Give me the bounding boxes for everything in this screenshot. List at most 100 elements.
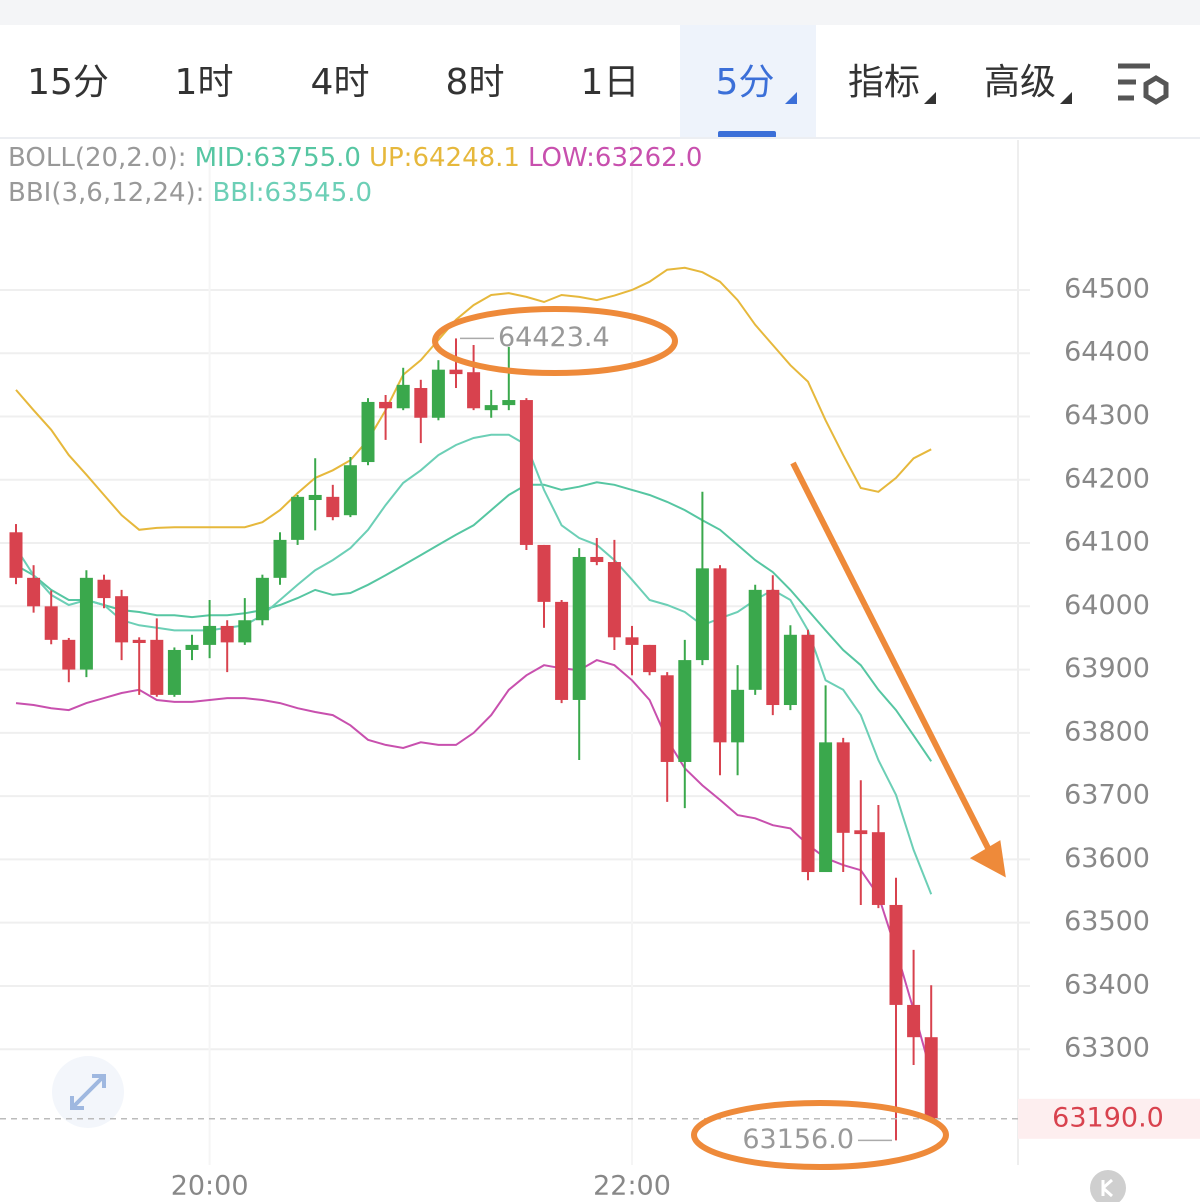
expand-glyph	[70, 1074, 106, 1110]
tab[interactable]: 1时	[175, 62, 234, 103]
candle-body	[625, 637, 639, 645]
candle-body	[343, 465, 357, 516]
candle-body	[9, 532, 23, 578]
y-tick-label: 63600	[1064, 843, 1150, 874]
candle-body	[396, 384, 410, 409]
candle-body	[695, 568, 709, 661]
candle-body	[167, 649, 181, 695]
candle-body	[220, 625, 234, 643]
dropdown-caret	[785, 92, 797, 104]
x-tick-label: 22:00	[593, 1171, 671, 1202]
candle-body	[203, 625, 217, 645]
candle-body	[871, 832, 885, 905]
candle-body	[115, 596, 129, 643]
active-tab-bg	[680, 25, 816, 138]
candle-body	[361, 401, 375, 463]
indicator-legend: BOLL(20,2.0): MID:63755.0 UP:64248.1 LOW:63…	[8, 143, 702, 173]
indicator-line	[15, 481, 933, 762]
y-tick-label: 64200	[1064, 463, 1150, 494]
candle-body	[889, 904, 903, 1005]
candle-body	[907, 1004, 921, 1038]
last-price-box	[1018, 1098, 1200, 1139]
candle-body	[97, 579, 111, 599]
highlight-ellipse	[691, 1100, 949, 1170]
tab[interactable]: 15分	[27, 62, 109, 103]
status-strip	[0, 0, 1200, 25]
candle-body	[731, 689, 745, 743]
logo-circle	[1090, 1170, 1126, 1202]
candle-body	[590, 556, 604, 563]
dropdown-caret	[924, 92, 936, 104]
y-tick-label: 63800	[1064, 716, 1150, 747]
candle-body	[326, 496, 340, 518]
candle-body	[678, 660, 692, 762]
candle-body	[519, 400, 533, 545]
y-tick-label: 64000	[1064, 590, 1150, 621]
candle-body	[79, 577, 93, 670]
trend-arrow	[790, 461, 993, 854]
candle-body	[44, 606, 58, 640]
tab[interactable]: 5分	[716, 62, 775, 103]
arrow-head	[969, 840, 1006, 878]
tab[interactable]: 指标	[848, 62, 920, 103]
candle-body	[572, 556, 586, 700]
y-tick-label: 63300	[1064, 1033, 1150, 1064]
legend-item: BOLL(20,2.0):	[8, 143, 187, 173]
max-label: 64423.4	[498, 322, 610, 353]
candle-body	[484, 405, 498, 411]
candle-body	[766, 589, 780, 706]
highlight-ellipse	[432, 306, 678, 376]
candle-body	[431, 369, 445, 418]
x-tick-label: 20:00	[171, 1171, 249, 1202]
candle-body	[62, 639, 76, 670]
candle-body	[836, 742, 850, 833]
expand-button[interactable]	[52, 1056, 124, 1128]
indicator-line	[15, 266, 932, 531]
indicator-legend: BBI(3,6,12,24): BBI:63545.0	[8, 178, 372, 208]
tab[interactable]: 高级	[984, 62, 1056, 103]
candle-body	[537, 544, 551, 602]
candle-body	[150, 639, 164, 695]
dropdown-caret	[1060, 92, 1072, 104]
min-label: 63156.0	[742, 1124, 854, 1155]
candle-body	[924, 1037, 938, 1119]
candle-body	[643, 644, 657, 673]
annotation-marks	[432, 306, 1006, 1170]
candle-body	[713, 568, 727, 743]
tab[interactable]: 1日	[581, 62, 640, 103]
candle-body	[660, 675, 674, 762]
candle-body	[502, 400, 516, 406]
tab[interactable]: 4时	[311, 62, 370, 103]
legend-item: BBI:63545.0	[212, 178, 372, 208]
candle-body	[555, 601, 569, 700]
candle-body	[801, 634, 815, 873]
y-tick-label: 64400	[1064, 337, 1150, 368]
candle-body	[783, 634, 797, 706]
last-price-label: 63190.0	[1052, 1102, 1164, 1133]
candle-body	[273, 539, 287, 578]
icon-hex	[1143, 75, 1169, 105]
y-tick-label: 64300	[1064, 400, 1150, 431]
candle-body	[132, 639, 146, 644]
candle-body	[819, 742, 833, 873]
candle-body	[291, 496, 305, 540]
settings-icon[interactable]	[1118, 63, 1169, 105]
plot: 63300 63400 63500 63600 63700 63800 63900 64000…	[0, 140, 1200, 1202]
candle-body	[449, 369, 463, 375]
legend-item: UP:64248.1	[369, 143, 520, 173]
y-tick-label: 63900	[1064, 653, 1150, 684]
candle-body	[27, 577, 41, 607]
tab[interactable]: 8时	[446, 62, 505, 103]
candle-body	[467, 372, 481, 409]
candle-body	[748, 589, 762, 690]
legend-item: BBI(3,6,12,24):	[8, 178, 204, 208]
candle-body	[379, 401, 393, 409]
candle-body	[414, 388, 428, 418]
y-tick-label: 63500	[1064, 906, 1150, 937]
y-tick-label: 64100	[1064, 527, 1150, 558]
logo-glyph	[1101, 1178, 1113, 1198]
brand-logo	[1090, 1170, 1126, 1202]
candle-body	[607, 562, 621, 638]
legend-item: MID:63755.0	[195, 143, 361, 173]
y-tick-label: 63700	[1064, 780, 1150, 811]
